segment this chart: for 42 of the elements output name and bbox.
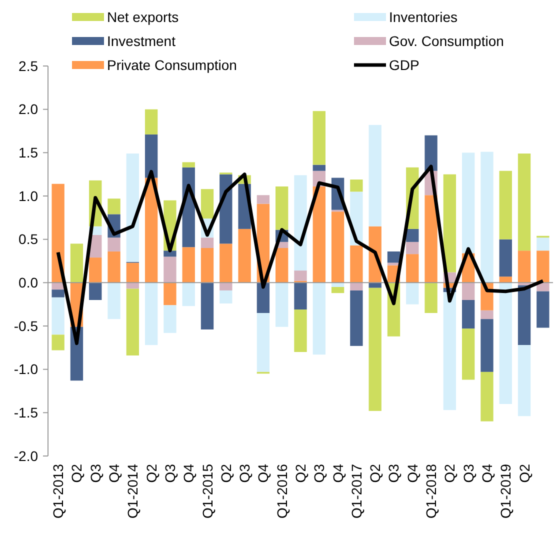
x-tick-label: Q2: [143, 464, 160, 483]
y-tick-label: 2.0: [18, 101, 38, 118]
y-tick-label: 0.0: [18, 274, 38, 291]
x-tick-label: Q3: [87, 464, 104, 483]
y-tick-label: -1.0: [14, 361, 38, 378]
x-tick-label: Q2: [367, 464, 384, 483]
x-tick-label: Q2: [68, 464, 85, 483]
x-tick-label: Q1-2018: [423, 464, 440, 518]
x-tick-label: Q2: [218, 464, 234, 483]
x-tick-label: Q4: [330, 464, 346, 483]
x-tick-label: Q1-2016: [274, 464, 290, 518]
x-tick-label: Q1-2017: [348, 464, 364, 518]
y-tick-label: 0.5: [18, 231, 38, 248]
x-tick-label: Q1-2014: [124, 464, 141, 518]
x-tick-label: Q3: [162, 464, 178, 483]
legend-label: Gov. Consumption: [389, 33, 504, 49]
x-tick-label: Q2: [442, 464, 458, 483]
x-tick-label: Q3: [460, 464, 476, 483]
x-tick-label: Q4: [478, 464, 495, 483]
legend-label: Investment: [107, 33, 176, 49]
legend-label: Private Consumption: [107, 57, 237, 73]
x-tick-label: Q4: [180, 464, 197, 483]
y-tick-label: 1.0: [18, 188, 38, 204]
x-tick-label: Q4: [106, 464, 122, 483]
x-tick-label: Q1-2015: [199, 464, 216, 518]
y-tick-label: 1.5: [18, 144, 38, 161]
x-tick-label: Q1-2019: [498, 464, 514, 518]
x-tick-label: Q4: [404, 464, 420, 483]
legend-label: GDP: [389, 57, 420, 73]
x-tick-label: Q3: [236, 464, 253, 483]
legend-label: Inventories: [389, 9, 458, 25]
x-tick-label: Q1-2013: [50, 464, 66, 518]
x-tick-label: Q3: [311, 464, 328, 483]
y-tick-label: -2.0: [14, 448, 38, 464]
x-tick-label: Q2: [292, 464, 308, 483]
x-tick-label: Q2: [516, 464, 532, 483]
x-tick-label: Q4: [255, 464, 272, 483]
y-tick-label: -0.5: [14, 318, 38, 334]
y-tick-label: 2.5: [18, 58, 38, 74]
y-tick-label: -1.5: [14, 404, 38, 421]
x-tick-label: Q3: [386, 464, 402, 483]
legend-label: Net exports: [107, 9, 179, 25]
